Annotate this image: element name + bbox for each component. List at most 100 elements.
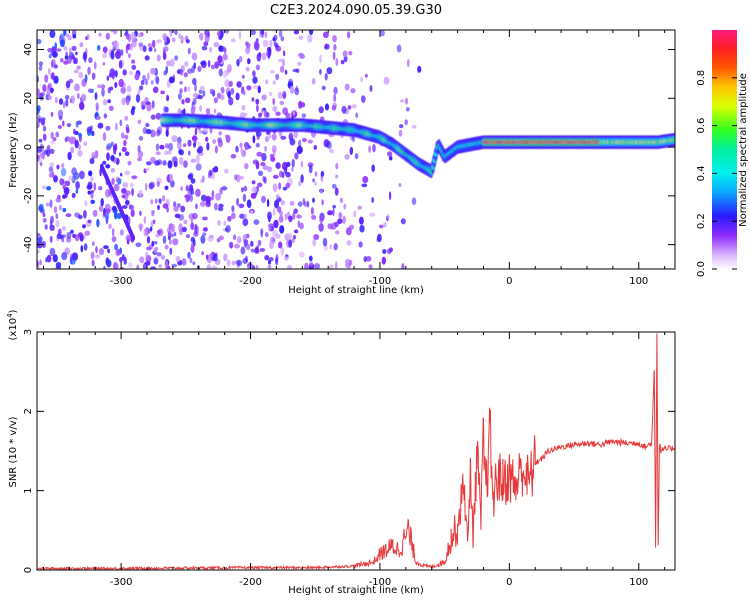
heatmap-speckle: [146, 102, 152, 112]
heatmap-speckle: [177, 93, 182, 100]
heatmap-speckle: [183, 219, 188, 225]
heatmap-speckle: [286, 264, 293, 269]
heatmap-speckle: [405, 97, 408, 105]
heatmap-speckle: [291, 238, 295, 243]
heatmap-speckle: [171, 135, 178, 143]
heatmap-speckle: [287, 232, 293, 240]
heatmap-ytick-label: 20: [23, 92, 34, 105]
heatmap-speckle: [49, 30, 56, 39]
heatmap-speckle: [278, 170, 284, 178]
heatmap-speckle: [145, 251, 148, 259]
heatmap-speckle: [277, 91, 283, 99]
heatmap-speckle: [55, 220, 60, 228]
heatmap-speckle: [195, 203, 198, 210]
heatmap-speckle: [348, 259, 353, 266]
heatmap-speckle: [383, 76, 390, 85]
heatmap-speckle: [326, 140, 332, 149]
heatmap-speckle: [301, 137, 307, 143]
heatmap-speckle: [74, 139, 79, 149]
heatmap-speckle: [52, 254, 58, 263]
heatmap-speckle: [190, 222, 195, 231]
heatmap-speckle: [195, 154, 200, 164]
heatmap-speckle: [37, 157, 43, 164]
heatmap-xtick-label: -100: [369, 276, 392, 287]
heatmap-speckle: [65, 213, 72, 218]
heatmap-speckle: [251, 186, 258, 194]
heatmap-speckle: [201, 46, 208, 51]
heatmap-speckle: [81, 93, 87, 102]
heatmap-speckle: [47, 82, 53, 90]
heatmap-speckle: [90, 251, 95, 260]
heatmap-speckle: [91, 151, 96, 157]
heatmap-speckle: [110, 50, 115, 60]
heatmap-speckle: [255, 130, 262, 137]
heatmap-speckle: [386, 248, 392, 255]
heatmap-speckle: [38, 203, 44, 212]
heatmap-speckle: [187, 86, 191, 92]
snr-xtick-label: -100: [369, 577, 392, 588]
heatmap-speckle: [333, 86, 338, 95]
heatmap-speckle: [272, 80, 276, 85]
heatmap-speckle: [39, 143, 44, 152]
heatmap-speckle: [65, 99, 69, 107]
heatmap-speckle: [50, 72, 55, 80]
heatmap-speckle: [67, 35, 72, 41]
heatmap-speckle: [261, 195, 266, 204]
heatmap-speckle: [298, 139, 302, 148]
heatmap-speckle: [109, 86, 114, 91]
heatmap-speckle: [257, 182, 263, 188]
heatmap-speckle: [186, 39, 190, 44]
heatmap-speckle: [95, 102, 99, 110]
heatmap-speckle: [53, 206, 58, 214]
heatmap-speckle: [238, 203, 245, 209]
heatmap-speckle: [268, 46, 272, 55]
heatmap-speckle: [163, 50, 167, 59]
heatmap-speckle: [267, 211, 272, 221]
heatmap-speckle: [369, 212, 376, 217]
heatmap-speckle: [294, 87, 300, 96]
heatmap-speckle: [197, 145, 204, 154]
heatmap-speckle: [398, 129, 403, 137]
heatmap-speckle: [293, 30, 299, 35]
heatmap-speckle: [171, 233, 175, 238]
heatmap-speckle: [115, 122, 118, 131]
heatmap-speckle: [217, 137, 223, 143]
heatmap-speckle: [42, 84, 47, 92]
heatmap-speckle: [216, 238, 221, 243]
heatmap-speckle: [54, 96, 58, 104]
heatmap-speckle: [224, 79, 230, 88]
heatmap-speckle: [213, 253, 218, 262]
heatmap-speckle: [260, 30, 265, 35]
heatmap-speckle: [333, 93, 337, 103]
heatmap-speckle: [83, 243, 88, 251]
heatmap-speckle: [401, 263, 405, 269]
figure-title: C2E3.2024.090.05.39.G30: [270, 3, 442, 18]
heatmap-speckle: [113, 40, 120, 50]
heatmap-speckle: [244, 145, 249, 151]
heatmap-speckle: [269, 91, 273, 97]
snr-panel: -300 -200 -100 0 100 0 1 2 3 Height of straight …: [6, 309, 676, 596]
heatmap-speckle: [200, 201, 206, 207]
heatmap-speckle: [153, 48, 157, 53]
heatmap-speckle: [187, 68, 193, 74]
heatmap-speckle: [90, 199, 95, 204]
heatmap-speckle: [262, 39, 269, 47]
heatmap-speckle: [62, 101, 66, 109]
heatmap-speckle: [314, 263, 321, 269]
heatmap-speckle: [126, 85, 132, 93]
heatmap-speckle: [227, 91, 231, 99]
heatmap-speckle: [192, 212, 198, 220]
heatmap-speckle: [131, 175, 138, 180]
heatmap-speckle: [318, 106, 324, 114]
heatmap-speckle: [294, 152, 299, 160]
heatmap-speckle: [143, 228, 148, 237]
heatmap-speckle: [192, 77, 197, 86]
heatmap-speckle: [266, 112, 270, 118]
heatmap-speckle: [156, 252, 162, 257]
heatmap-speckle: [297, 61, 302, 66]
heatmap-speckle: [252, 159, 259, 165]
heatmap-speckle: [51, 171, 55, 177]
heatmap-speckle: [192, 92, 199, 98]
heatmap-speckle: [379, 30, 385, 37]
heatmap-background: [37, 30, 675, 269]
